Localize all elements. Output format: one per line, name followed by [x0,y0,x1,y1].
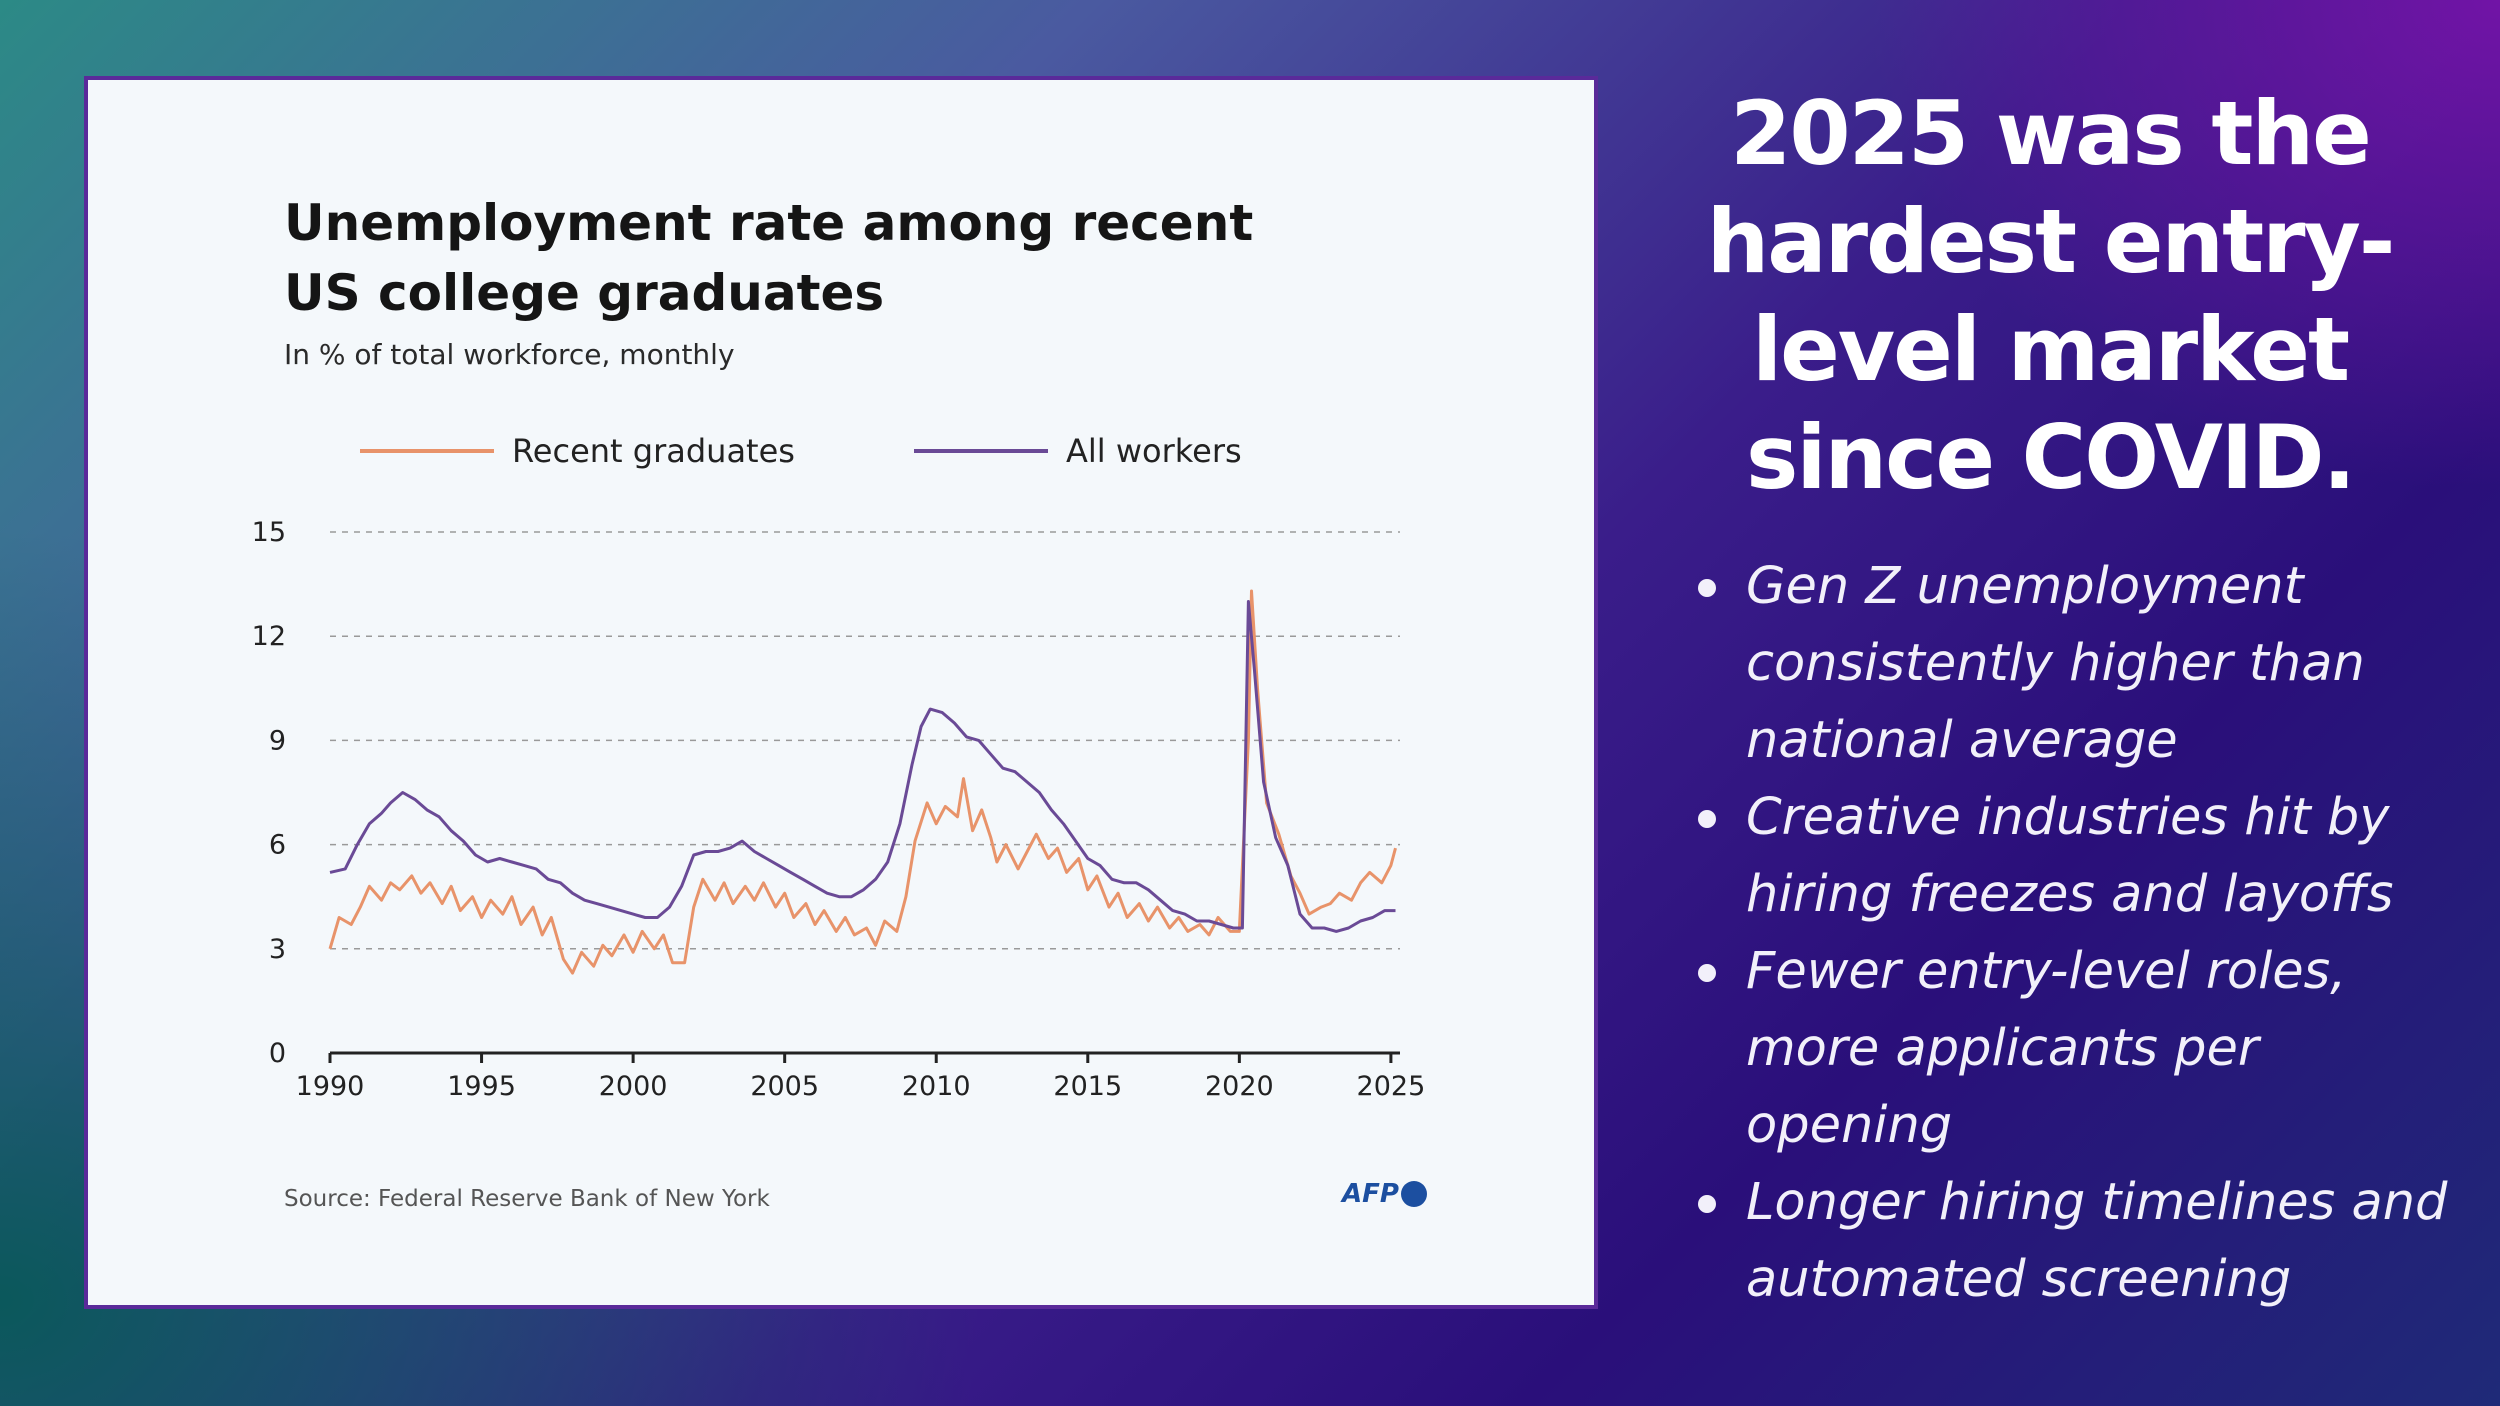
line-chart: 0 3 6 9 12 15 1990 1995 2000 2005 2010 2015 2020 2025 [252,517,1426,1102]
series-line-all-workers [329,600,1396,933]
x-tick-label: 1995 [447,1071,516,1102]
bullet-text: Gen Z unemployment consistently higher t… [1746,557,2365,770]
chart-card: Unemployment rate among recent US colleg… [84,76,1598,1309]
x-tick-label: 2010 [902,1071,971,1102]
legend-item-recent-graduates: Recent graduates [360,432,795,470]
bullet-item: Creative industries hit by hiring freeze… [1690,779,2480,933]
afp-logo-dot [1400,1181,1427,1207]
y-tick-label: 12 [252,621,286,652]
legend-item-all-workers: All workers [914,432,1242,470]
x-tick-label: 2025 [1357,1071,1426,1102]
bullet-item: Longer hiring timelines and automated sc… [1690,1164,2480,1318]
bullet-text: Fewer entry-level roles, more applicants… [1746,942,2347,1155]
bullet-text: Longer hiring timelines and automated sc… [1746,1173,2448,1309]
y-tick-label: 0 [269,1038,286,1069]
afp-logo: AFP [1342,1179,1427,1209]
legend-swatch-recent-graduates [360,449,494,453]
bullet-dot-icon [1698,1195,1716,1213]
bullet-item: Fewer entry-level roles, more applicants… [1690,933,2480,1164]
bullet-dot-icon [1698,964,1716,982]
y-tick-label: 6 [269,830,286,861]
bullet-dot-icon [1698,579,1716,597]
y-tick-label: 3 [269,934,286,965]
y-tick-label: 15 [252,517,286,548]
afp-logo-text: AFP [1342,1179,1399,1209]
chart-subtitle: In % of total workforce, monthly [284,338,735,371]
bullet-item: Gen Z unemployment consistently higher t… [1690,548,2480,779]
y-tick-label: 9 [269,725,286,756]
bullet-text: Creative industries hit by hiring freeze… [1746,788,2394,924]
bullet-list: Gen Z unemployment consistently higher t… [1690,548,2480,1318]
chart-source: Source: Federal Reserve Bank of New York [284,1186,770,1212]
headline: 2025 was the hardest entry-level market … [1706,82,2396,509]
x-tick-label: 2000 [599,1071,668,1102]
legend-swatch-all-workers [914,449,1048,453]
legend-label-recent-graduates: Recent graduates [512,432,795,470]
series-line-recent-graduates [328,589,1397,975]
legend-label-all-workers: All workers [1066,432,1242,470]
x-tick-label: 2015 [1053,1071,1122,1102]
x-tick-label: 2020 [1205,1071,1274,1102]
x-tick-label: 2005 [750,1071,819,1102]
x-tick-label: 1990 [296,1071,365,1102]
bullet-dot-icon [1698,810,1716,828]
chart-title: Unemployment rate among recent US colleg… [284,194,1254,322]
